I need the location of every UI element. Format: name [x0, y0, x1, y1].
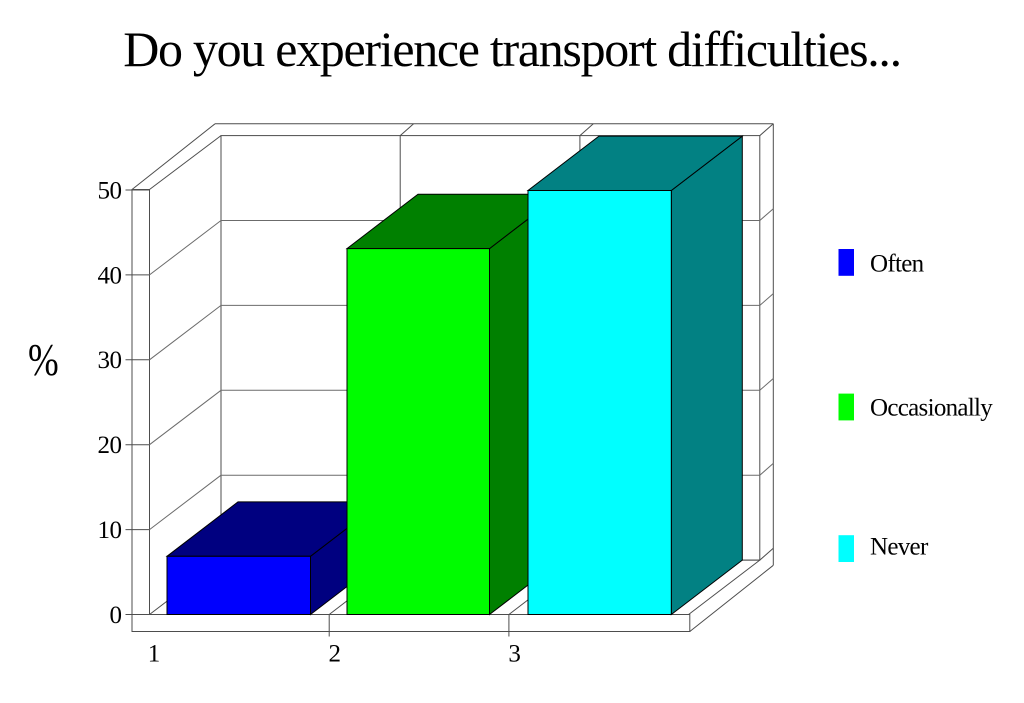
svg-text:Occasionally: Occasionally — [870, 394, 993, 421]
svg-text:Never: Never — [870, 534, 929, 561]
svg-text:3: 3 — [508, 641, 521, 668]
svg-text:Do you experience transport di: Do you experience transport difficulties… — [123, 21, 901, 77]
svg-text:0: 0 — [110, 602, 122, 629]
svg-text:50: 50 — [98, 177, 122, 204]
svg-text:30: 30 — [98, 347, 122, 374]
svg-text:Often: Often — [870, 251, 925, 278]
svg-text:1: 1 — [148, 641, 161, 668]
svg-text:20: 20 — [98, 432, 122, 459]
svg-text:2: 2 — [329, 641, 342, 668]
svg-text:40: 40 — [98, 262, 122, 289]
svg-text:%: % — [28, 334, 59, 384]
svg-text:10: 10 — [98, 517, 122, 544]
